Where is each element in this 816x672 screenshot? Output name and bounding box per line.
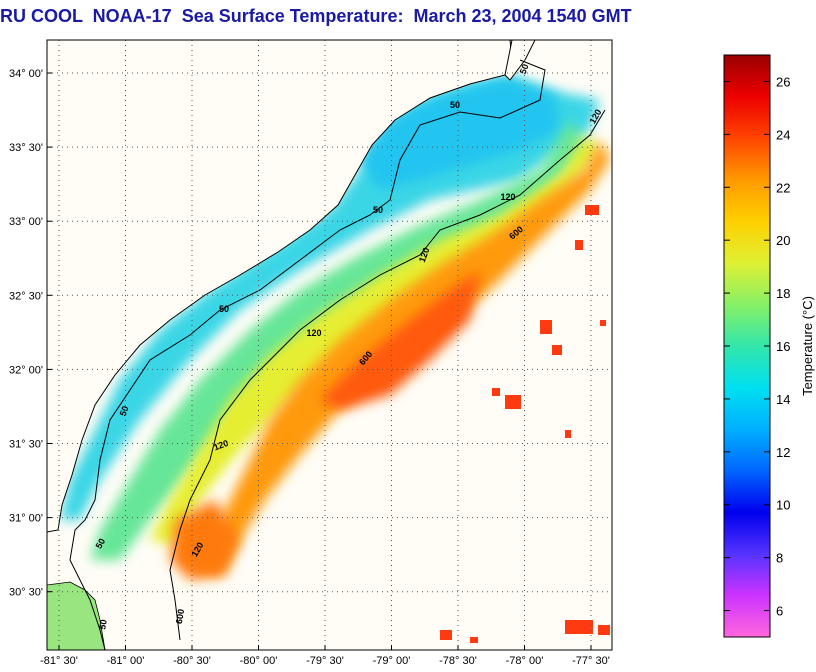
sst-field — [47, 40, 610, 650]
lat-tick-label: 31° 30' — [9, 439, 43, 451]
lon-tick-labels: -81° 30' -81° 00' -80° 30' -80° 00' -79° 30'… — [40, 645, 610, 667]
lon-tick-label: -79° 00' — [373, 655, 411, 667]
contour-label: 120 — [417, 246, 432, 264]
contour-label: 600 — [174, 608, 186, 625]
colorbar-tick-label: 14 — [776, 392, 790, 407]
colorbar-tick-label: 10 — [776, 498, 790, 513]
contour-120m — [169, 109, 606, 641]
contour-label: 50 — [118, 405, 131, 418]
lon-tick-label: -81° 00' — [107, 655, 145, 667]
map-frame — [46, 39, 613, 651]
coastline-land — [47, 40, 513, 533]
lon-tick-label: -81° 30' — [40, 655, 78, 667]
colorbar-ticks: 26 24 22 20 18 16 14 12 10 8 6 — [724, 74, 790, 619]
contour-label: 50 — [518, 63, 531, 76]
lat-tick-label: 34° 00' — [9, 68, 43, 80]
sst-offshore-patches — [440, 205, 610, 643]
lat-tick-label: 30° 30' — [9, 587, 43, 599]
map-title: RU COOL NOAA-17 Sea Surface Temperature:… — [0, 6, 632, 26]
colorbar-tick-label: 12 — [776, 445, 790, 460]
sst-nearshore-cyan — [360, 78, 560, 190]
lat-tick-label: 33° 00' — [9, 216, 43, 228]
contour-label: 120 — [306, 328, 321, 338]
colorbar-tick-label: 24 — [776, 127, 790, 142]
lon-tick-label: -80° 30' — [173, 655, 211, 667]
sst-southern-warm — [170, 500, 240, 580]
lon-tick-label: -79° 30' — [306, 655, 344, 667]
colorbar-tick-label: 18 — [776, 286, 790, 301]
florida-land — [47, 581, 106, 650]
contour-label: 50 — [97, 619, 109, 631]
contour-label: 50 — [373, 205, 383, 215]
colorbar-tick-label: 20 — [776, 233, 790, 248]
contour-50m — [69, 59, 546, 650]
lat-tick-label: 32° 00' — [9, 364, 43, 376]
sst-gulf-stream — [320, 270, 480, 410]
colorbar-tick-label: 6 — [776, 604, 783, 619]
contour-label: 50 — [94, 537, 108, 551]
colorbar-tick-label: 26 — [776, 74, 790, 89]
colorbar-tick-label: 22 — [776, 180, 790, 195]
contour-label: 120 — [212, 438, 230, 453]
colorbar — [723, 54, 771, 638]
contour-label: 50 — [450, 100, 460, 110]
lat-tick-labels: 34° 00' 33° 30' 33° 00' 32° 30' 32° 00' 31° 3… — [9, 68, 52, 599]
map-gridlines — [47, 40, 612, 650]
sst-cool-shelf — [60, 75, 600, 520]
colorbar-label: Temperature (°C) — [800, 296, 815, 396]
lat-tick-label: 33° 30' — [9, 142, 43, 154]
lon-tick-label: -78° 00' — [506, 655, 544, 667]
contour-label: 50 — [219, 304, 229, 314]
colorbar-tick-label: 16 — [776, 339, 790, 354]
lon-tick-label: -78° 30' — [439, 655, 477, 667]
contour-label: 120 — [500, 192, 515, 202]
lat-tick-label: 32° 30' — [9, 290, 43, 302]
colorbar-tick-label: 8 — [776, 551, 783, 566]
lon-tick-label: -77° 30' — [572, 655, 610, 667]
lon-tick-label: -80° 00' — [240, 655, 278, 667]
lat-tick-label: 31° 00' — [9, 513, 43, 525]
bathymetry-contours — [69, 59, 606, 650]
